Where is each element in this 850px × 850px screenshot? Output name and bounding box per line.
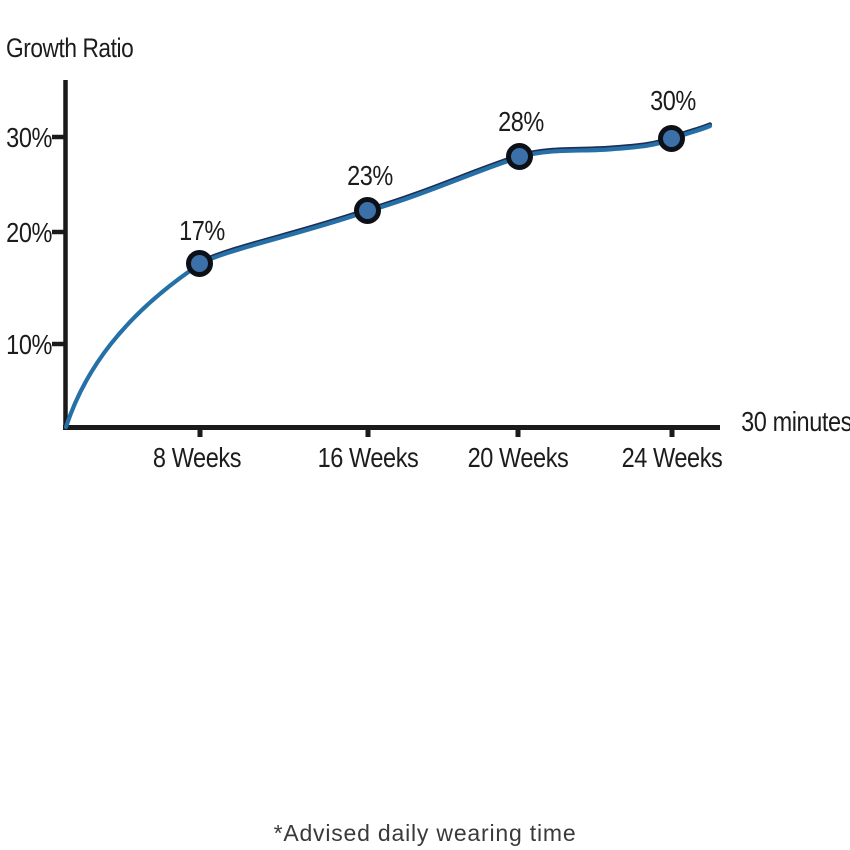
point-label-23: 23% bbox=[347, 160, 393, 191]
data-point-8-weeks bbox=[186, 250, 213, 277]
x-tick-label-8-weeks: 8 Weeks bbox=[152, 442, 242, 473]
chart-title: Growth Ratio bbox=[6, 33, 134, 63]
footnote: *Advised daily wearing time bbox=[273, 820, 577, 846]
x-tick-label-16-weeks: 16 Weeks bbox=[317, 442, 419, 473]
point-label-28: 28% bbox=[498, 106, 544, 137]
data-point-16-weeks bbox=[354, 197, 381, 224]
x-tick-label-24-weeks: 24 Weeks bbox=[621, 442, 723, 473]
data-point-24-weeks bbox=[658, 125, 685, 152]
x-tick-label-20-weeks: 20 Weeks bbox=[467, 442, 569, 473]
point-label-30: 30% bbox=[650, 85, 696, 116]
data-point-20-weeks bbox=[506, 143, 533, 170]
y-tick-label-10: 10% bbox=[6, 329, 52, 360]
y-tick-label-30: 30% bbox=[6, 122, 52, 153]
y-tick-label-20: 20% bbox=[6, 217, 52, 248]
point-label-17: 17% bbox=[179, 215, 225, 246]
growth-curve bbox=[63, 123, 713, 430]
x-axis-end-label: 30 minutes bbox=[741, 406, 850, 437]
growth-curve-dark-edge bbox=[197, 122, 713, 265]
